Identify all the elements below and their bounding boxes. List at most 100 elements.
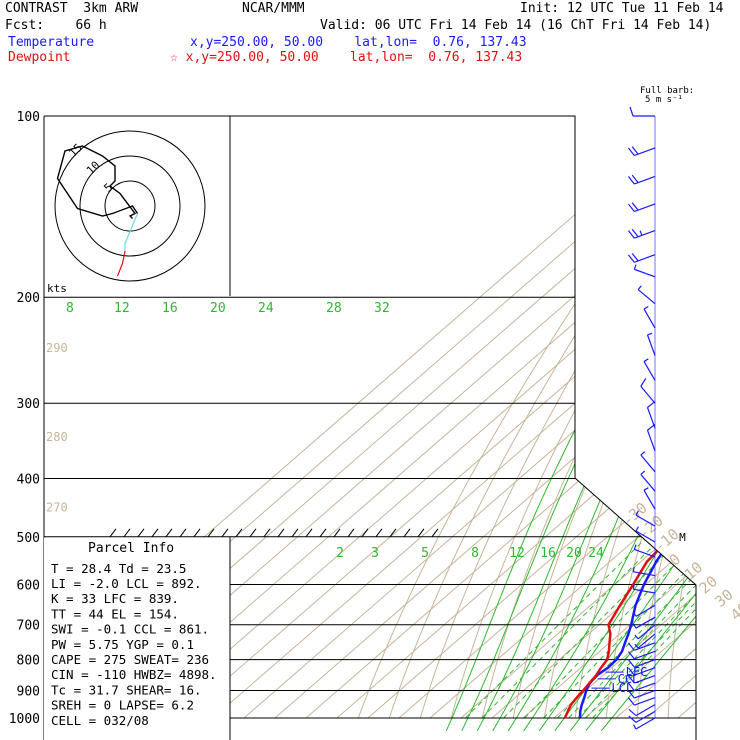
mixing-ratio-label: 8 [66,301,74,316]
isobar-hatch [417,528,425,538]
isobar-hatch [123,528,131,538]
wind-barb-half-flag [635,526,639,532]
wind-barb [633,544,656,558]
mixing-ratio-label: 2 [336,546,344,561]
theta-label: 290 [46,341,68,355]
moist-adiabat-line [476,221,696,732]
wind-barb-flag [631,253,639,262]
parcel-info-line: SREH = 0 LAPSE= 6.2 [51,698,194,713]
wind-barb [627,697,656,706]
wind-barb-flag [627,254,635,263]
wind-barb-flag [627,682,635,691]
dry-adiabat-line [730,116,740,718]
wind-barb-half-flag [635,510,639,516]
wind-barb-half-flag [632,584,635,590]
pressure-tick-label: 500 [17,531,40,546]
wind-barb [646,401,656,429]
wind-barb-flag [631,202,639,211]
mixing-ratio-label: 5 [421,546,429,561]
isobar-hatch [207,528,215,538]
wind-barb-half-flag [634,643,639,649]
wind-barb-flag [627,690,635,699]
moist-adiabat-line [445,221,695,732]
parcel-info-line: Tc = 31.7 SHEAR= 16. [51,682,202,697]
wind-barb [632,584,656,594]
dewpoint-profile [563,116,696,719]
wind-barb-half-flag [643,487,649,491]
pressure-tick-label: 700 [17,619,40,634]
wind-barb-staff [637,289,656,305]
wind-barb-half-flag [632,566,635,572]
wind-barb-staff [634,650,656,660]
mixing-ratio-label: 3 [371,546,379,561]
wind-barb-flag [627,642,635,651]
dry-adiabat-line [543,116,696,719]
wind-barb-flag [631,228,639,238]
wind-barb [627,650,656,660]
wind-barb-staff [634,230,656,239]
parcel-info-title: Parcel Info [88,541,174,556]
theta-label: 280 [46,430,68,444]
wind-barb [643,487,656,510]
isotherm-line [367,116,696,719]
pressure-tick-label: 300 [17,397,40,412]
level-marker-label: LFC [626,665,648,679]
wind-barb [635,526,656,543]
wind-barb-half-flag [633,264,637,270]
isobar-hatch [109,528,117,538]
wind-barb [634,633,656,649]
pressure-tick-label: 100 [17,110,40,125]
isobar-hatch [235,528,243,538]
wind-barb-flag [627,667,635,676]
wind-barb-staff [643,308,656,329]
hodograph-units: kts [47,282,67,295]
model-title: CONTRAST 3km ARW [5,1,139,16]
isotherm-line [522,116,696,719]
wind-barb-staff [634,254,656,263]
wind-barb [627,253,656,263]
wind-barb-flag [631,174,639,183]
isotherm-line [119,116,696,719]
wind-barb [632,566,656,577]
dry-adiabat-line [419,116,696,719]
isobar-hatch [305,528,313,538]
moist-adiabat-line [507,221,696,732]
wind-barb-staff [634,642,656,651]
wind-barb [643,358,656,381]
isobar-hatch [221,528,229,538]
dry-adiabat-line [699,116,740,718]
mixing-ratio-label: 16 [162,301,178,316]
wind-barb-staff [634,659,656,668]
wind-barb [640,451,656,473]
isobar-hatch [389,528,397,538]
wind-barb-staff [643,361,656,381]
wind-barb [635,510,656,527]
wind-barb [640,377,656,404]
wind-barb-staff [635,616,656,629]
mixing-ratio-label: 16 [540,546,556,561]
temperature-profile [578,116,696,719]
moist-adiabat-line [461,221,696,732]
isotherm-line [305,116,696,719]
moist-adiabat-line [600,221,696,732]
org-label: NCAR/MMM [242,1,305,16]
wind-barb-staff [634,175,656,185]
wind-barb-staff [634,268,656,278]
wind-barb [637,285,656,305]
parcel-info-line: SWI = -0.1 CCL = 861. [51,622,209,637]
parcel-info-line: CIN = -110 HWBZ= 4898. [51,667,217,682]
isobar-hatch [277,528,285,538]
wind-barb-staff [643,489,656,510]
hodograph-trace [56,145,139,219]
mixing-ratio-label: 20 [566,546,582,561]
wind-barb-staff [634,674,656,684]
wind-barb-half-flag [633,544,637,550]
hodograph-ring [54,130,206,282]
hodograph-trace-surface [116,250,126,277]
init-time: Init: 12 UTC Tue 11 Feb 14 [520,1,724,16]
level-marker-label: LCL [611,681,633,695]
wind-barb-staff [635,514,656,527]
wind-barb-flag [647,423,656,431]
isobar-hatch [347,528,355,538]
